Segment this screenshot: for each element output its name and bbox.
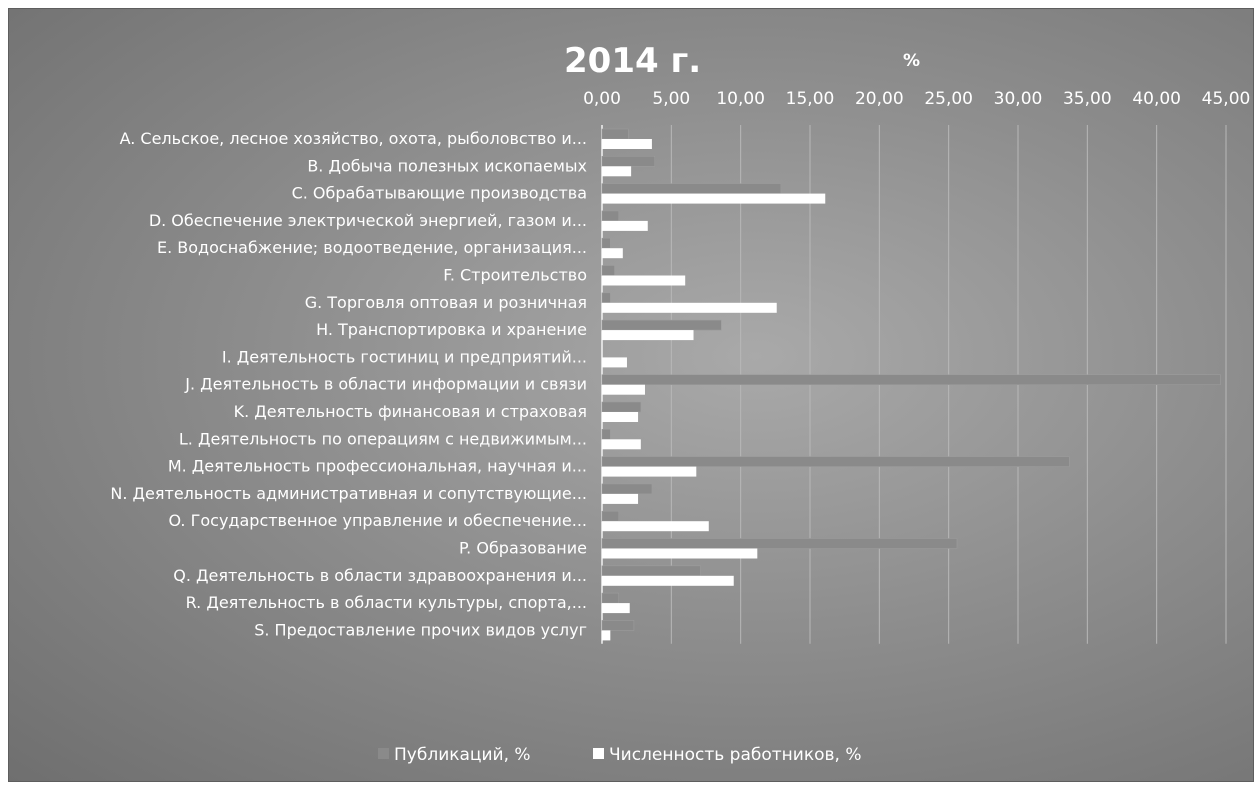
category-label: I. Деятельность гостиниц и предприятий..… [222,347,587,366]
bar-workers [602,575,734,586]
bar-workers [602,302,777,313]
bar-publications [601,565,701,577]
bar-workers [602,466,697,477]
legend: Публикаций, % Численность работников, % [378,745,862,765]
bar-workers [602,493,639,504]
x-tick-label: 40,00 [1132,89,1181,109]
category-label: L. Деятельность по операциям с недвижимы… [179,429,587,448]
bar-workers [602,330,694,341]
bar-workers [602,521,709,532]
x-tick-label: 20,00 [855,89,904,109]
bar-publications [601,483,653,495]
bar-workers [602,166,632,177]
chart-title: 2014 г. [564,41,701,81]
category-label: R. Деятельность в области культуры, спор… [186,593,587,612]
axis-unit-label: % [903,51,920,71]
bar-publications [601,156,655,167]
category-label: C. Обрабатывающие производства [292,184,587,203]
category-label: M. Деятельность профессиональная, научна… [168,457,587,476]
category-label: Q. Деятельность в области здравоохранени… [173,566,587,585]
bar-publications [601,265,615,276]
bar-publications [601,183,782,194]
bar-publications [601,510,619,522]
category-label: E. Водоснабжение; водоотведение, организ… [157,238,587,257]
x-tick-label: 5,00 [652,89,690,109]
category-labels: A. Сельское, лесное хозяйство, охота, ры… [110,129,587,639]
category-label: N. Деятельность административная и сопут… [110,484,587,503]
category-label: J. Деятельность в области информации и с… [184,375,587,394]
legend-swatch-workers [593,748,604,759]
x-tick-label: 35,00 [1063,89,1112,109]
x-axis-tick-labels: 0,00 5,00 10,00 15,00 20,00 25,00 30,00 35,00 40… [583,89,1250,109]
bar-workers [602,630,611,641]
category-label: K. Деятельность финансовая и страховая [234,402,587,421]
bar-workers [602,357,627,368]
bar-workers [602,603,630,614]
category-label: S. Предоставление прочих видов услуг [254,620,587,639]
chart-area: 2014 г. % 0,00 5,00 10,00 15,00 20,00 25,00 30… [8,8,1254,782]
bar-workers [602,220,648,231]
legend-label-publications: Публикаций, % [394,745,531,765]
category-label: O. Государственное управление и обеспече… [168,511,587,530]
bar-workers [602,412,639,422]
bar-workers [602,548,758,559]
x-tick-label: 15,00 [786,89,835,109]
category-label: D. Обеспечение электрической энергией, г… [149,211,587,230]
x-tick-label: 30,00 [994,89,1043,109]
bar-workers [602,248,623,259]
x-tick-label: 45,00 [1202,89,1251,109]
bars [601,128,1221,641]
bar-workers [602,275,686,286]
legend-label-workers: Численность работников, % [609,745,862,765]
bar-publications [601,401,642,413]
bar-publications [601,456,1070,467]
x-tick-label: 25,00 [924,89,973,109]
bar-publications [601,374,1221,386]
bar-workers [602,139,652,149]
bar-publications [601,620,635,631]
bar-publications [601,128,629,140]
x-tick-label: 10,00 [716,89,765,109]
bar-workers [602,384,645,395]
bar-publications [601,428,611,440]
bar-publications [601,210,619,222]
bar-publications [601,592,619,604]
category-label: G. Торговля оптовая и розничная [305,293,587,312]
bar-publications [601,538,958,549]
legend-swatch-publications [378,748,389,759]
bar-publications [601,319,722,331]
category-label: H. Транспортировка и хранение [316,320,587,339]
bar-workers [602,439,641,450]
x-tick-label: 0,00 [583,89,621,109]
bar-workers [602,193,826,204]
bar-publications [601,237,611,249]
bar-chart: 2014 г. % 0,00 5,00 10,00 15,00 20,00 25,00 30… [110,41,1250,765]
category-label: F. Строительство [443,266,587,285]
category-label: A. Сельское, лесное хозяйство, охота, ры… [120,129,587,148]
category-label: B. Добыча полезных ископаемых [307,156,587,175]
bar-publications [601,292,611,304]
category-label: P. Образование [459,539,587,558]
